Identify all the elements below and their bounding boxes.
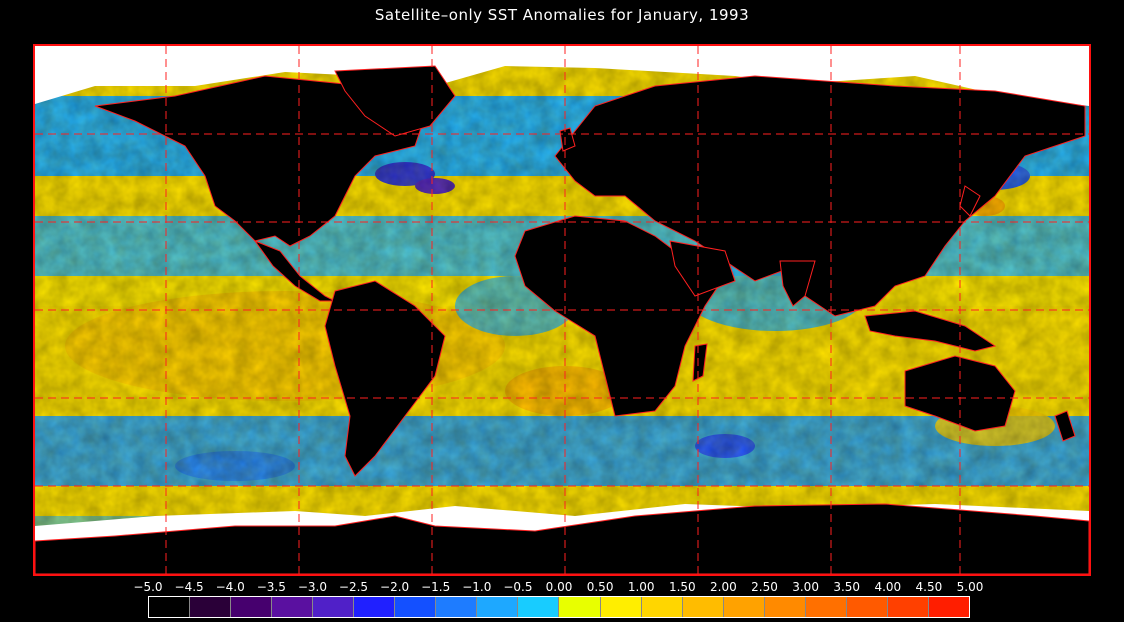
colorbar bbox=[148, 596, 970, 618]
colorbar-tick-label: 0.50 bbox=[586, 580, 614, 594]
india bbox=[779, 260, 816, 307]
madagascar bbox=[692, 343, 708, 382]
colorbar-swatch bbox=[682, 597, 724, 617]
sst-map bbox=[33, 44, 1091, 576]
south-america bbox=[324, 280, 446, 477]
colorbar-swatch bbox=[928, 597, 969, 617]
colorbar-swatch bbox=[887, 597, 929, 617]
colorbar-swatch bbox=[395, 597, 437, 617]
africa bbox=[514, 215, 726, 417]
colorbar-tick-label: 2.00 bbox=[710, 580, 737, 594]
colorbar-swatch bbox=[559, 597, 601, 617]
colorbar-swatch bbox=[149, 597, 191, 617]
colorbar-tick-label: 4.50 bbox=[915, 580, 943, 594]
colorbar-swatch bbox=[641, 597, 683, 617]
colorbar-tick-label: 5.00 bbox=[956, 580, 984, 594]
colorbar-swatch bbox=[477, 597, 519, 617]
colorbar-tick-label: −5.0 bbox=[133, 580, 163, 594]
colorbar-swatch bbox=[190, 597, 232, 617]
colorbar-tick-label: 1.50 bbox=[668, 580, 696, 594]
colorbar-tick-label: −3.5 bbox=[256, 580, 286, 594]
map-canvas bbox=[35, 46, 1089, 574]
colorbar-swatch bbox=[846, 597, 888, 617]
colorbar-swatch bbox=[436, 597, 478, 617]
new-zealand bbox=[1054, 410, 1076, 442]
colorbar-tick-label: −1.0 bbox=[462, 580, 492, 594]
colorbar-tick-label: −1.5 bbox=[421, 580, 451, 594]
latlon-grid bbox=[35, 46, 1089, 574]
colorbar-swatch bbox=[805, 597, 847, 617]
colorbar-swatch bbox=[231, 597, 273, 617]
eurasia bbox=[554, 75, 1086, 317]
colorbar-swatch bbox=[600, 597, 642, 617]
colorbar-tick-labels: −5.0 −4.5 −4.0 −3.5 −3.0 −2.5 −2.0 −1.5 −1.0 −0.5… bbox=[133, 580, 983, 596]
colorbar-swatch bbox=[518, 597, 560, 617]
colorbar-swatch bbox=[723, 597, 765, 617]
colorbar-swatch bbox=[272, 597, 314, 617]
colorbar-swatch bbox=[313, 597, 355, 617]
colorbar-tick-label: −2.0 bbox=[380, 580, 410, 594]
colorbar-tick-label: −0.5 bbox=[503, 580, 533, 594]
colorbar-tick-label: 4.00 bbox=[874, 580, 902, 594]
arabia bbox=[669, 240, 736, 297]
colorbar-tick-label: 2.50 bbox=[751, 580, 778, 594]
maritime-continent bbox=[864, 310, 997, 352]
colorbar-tick-label: −4.0 bbox=[215, 580, 245, 594]
greenland bbox=[334, 65, 456, 137]
colorbar-tick-label: −4.5 bbox=[174, 580, 204, 594]
australia bbox=[904, 355, 1016, 432]
colorbar-swatch bbox=[764, 597, 806, 617]
colorbar-swatch bbox=[354, 597, 396, 617]
japan bbox=[959, 185, 981, 217]
colorbar-tick-label: −2.5 bbox=[338, 580, 369, 594]
colorbar-tick-label: 1.00 bbox=[627, 580, 655, 594]
colorbar-tick-label: −3.0 bbox=[297, 580, 327, 594]
chart-title: Satellite–only SST Anomalies for January… bbox=[374, 6, 750, 24]
colorbar-tick-label: 3.00 bbox=[792, 580, 819, 594]
colorbar-tick-label: 3.50 bbox=[833, 580, 861, 594]
colorbar-tick-label: 0.00 bbox=[545, 580, 573, 594]
